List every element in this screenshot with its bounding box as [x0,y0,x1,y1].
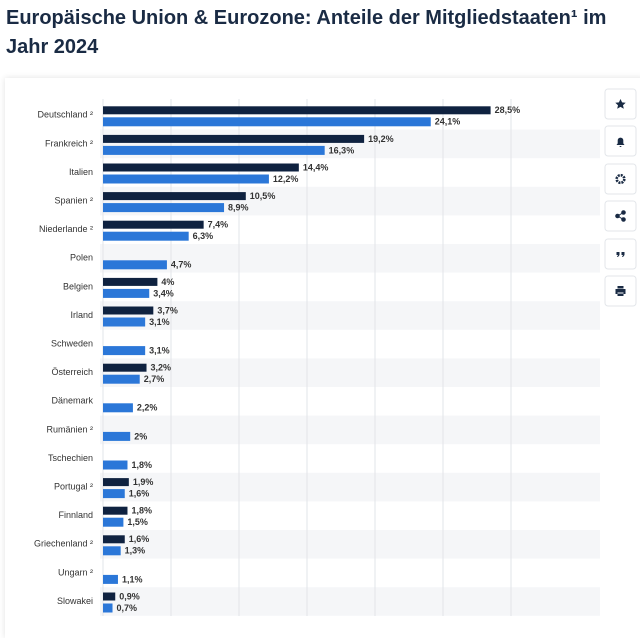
bar [103,546,121,556]
y-tick-label: Dänemark [51,396,93,406]
value-label: 3,2% [151,363,172,373]
gear-icon [615,173,626,185]
y-tick-label: Italien [69,167,93,177]
y-tick-label: Rumänien ² [46,424,93,434]
share-icon [615,210,626,222]
bar [103,220,204,229]
bar [103,374,140,384]
bar [103,403,133,413]
row-band [100,244,600,273]
bar [103,535,125,544]
page: Europäische Union & Eurozone: Anteile de… [6,7,637,616]
bar [103,506,128,515]
y-tick-label: Deutschland ² [37,110,93,120]
bar [103,231,189,241]
value-label: 19,2% [368,134,394,144]
y-tick-label: Irland [70,310,93,320]
value-label: 0,9% [119,591,140,601]
y-tick-label: Schweden [51,338,93,348]
bar [103,145,325,155]
bar [103,288,150,298]
bar [103,134,365,143]
bar [103,603,113,613]
value-label: 1,8% [131,506,152,516]
y-tick-label: Spanien ² [54,195,93,205]
value-label: 6,3% [193,231,214,241]
value-label: 8,9% [228,202,249,212]
value-label: 2,2% [137,403,158,413]
value-label: 4,7% [171,260,192,270]
y-tick-label: Tschechien [48,453,93,463]
y-tick-label: Polen [70,253,93,263]
bar [103,203,225,213]
row-band [100,415,600,445]
chart-title: Europäische Union & Eurozone: Anteile de… [6,7,607,58]
value-label: 3,4% [153,288,174,298]
bar [103,431,131,441]
value-label: 1,9% [133,477,154,487]
y-tick-label: Griechenland ² [34,539,93,549]
value-label: 12,2% [273,174,299,184]
printer-icon [615,286,626,296]
y-tick-label: Portugal ² [54,481,93,491]
value-label: 3,7% [157,305,178,315]
bar [103,460,128,470]
bar [103,517,124,527]
bar [103,592,116,601]
settings-button[interactable] [604,163,637,195]
bar [103,163,299,172]
bar [103,489,125,499]
bar [103,306,154,315]
row-band [100,587,600,616]
value-label: 4% [161,277,174,287]
value-label: 7,4% [208,220,229,230]
value-label: 3,1% [149,317,170,327]
value-label: 10,5% [250,191,276,201]
y-tick-label: Österreich [51,367,93,377]
bar [103,574,118,584]
chart: Deutschland ² 28,5% 24,1% Frankreich ² 19,2%… [34,88,637,616]
toolbar [604,88,637,307]
bar [103,260,167,270]
value-label: 28,5% [495,105,521,115]
bar [103,117,431,127]
value-label: 0,7% [117,603,138,613]
bar [103,346,146,356]
bar [103,478,129,487]
value-label: 24,1% [435,117,461,127]
bar [103,192,246,201]
y-tick-label: Frankreich ² [45,138,93,148]
y-tick-label: Ungarn ² [58,567,93,577]
bar [103,174,269,184]
row-band [100,472,600,502]
bell-icon [616,137,625,147]
bar [103,363,147,372]
y-tick-label: Niederlande ² [39,224,93,234]
y-tick-label: Belgien [63,281,93,291]
y-tick-label: Slowakei [57,596,93,606]
value-label: 1,5% [127,517,148,527]
cite-button[interactable] [604,238,637,270]
row-band [100,358,600,387]
value-label: 1,8% [131,460,152,470]
star-icon [615,99,626,109]
row-band [100,301,600,330]
row-band [100,530,600,559]
value-label: 1,6% [129,488,150,498]
value-label: 16,3% [329,145,355,155]
value-label: 1,1% [122,574,143,584]
share-button[interactable] [604,200,637,232]
value-label: 2% [134,431,147,441]
y-tick-label: Finnland [58,510,93,520]
bar [103,317,146,327]
value-label: 2,7% [144,374,165,384]
bar [103,106,491,115]
value-label: 14,4% [303,162,329,172]
value-label: 1,6% [129,534,150,544]
quote-icon [616,252,625,257]
value-label: 3,1% [149,345,170,355]
bar [103,277,158,286]
value-label: 1,3% [125,546,146,556]
